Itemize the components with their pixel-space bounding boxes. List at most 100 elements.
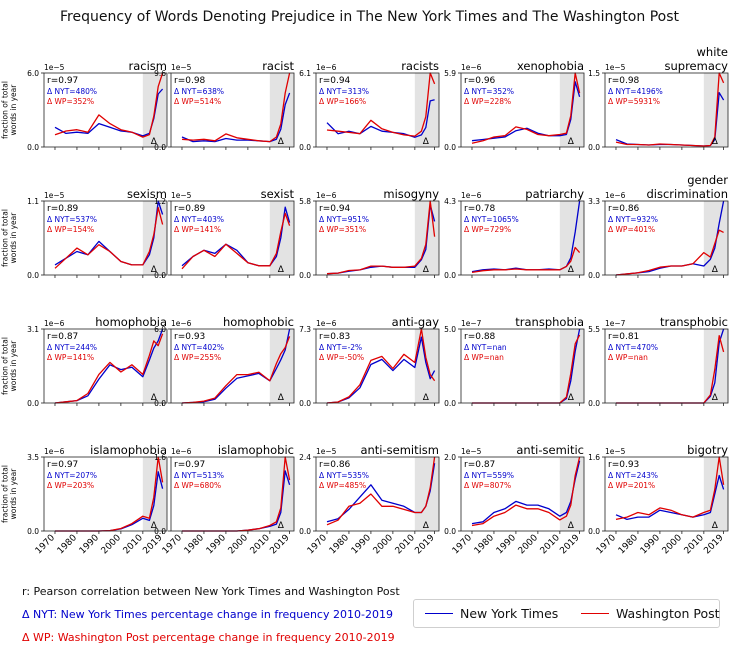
x-tick-label-1990: 1990: [78, 533, 101, 556]
pearson-r-label: r=0.98: [174, 76, 206, 86]
x-tick-label-1990: 1990: [639, 533, 662, 556]
pearson-r-label: r=0.94: [319, 204, 351, 214]
nyt-change-label: Δ NYT=313%: [319, 87, 369, 96]
shade-region: [142, 201, 167, 275]
nyt-change-label: Δ NYT=535%: [319, 471, 369, 480]
series-line-nyt: [326, 336, 436, 404]
series-line-nyt: [471, 81, 581, 142]
x-tick-label-2010: 2010: [683, 533, 706, 556]
nyt-change-label: Δ NYT=403%: [174, 215, 224, 224]
delta-marker: Δ: [568, 521, 575, 531]
subplot-bigotry: 1.6 0.0 1e−5 bigotry r=0.93Δ NYT=243%Δ WP=20…: [588, 443, 729, 556]
y-tick-label-max: 2.0: [444, 453, 456, 462]
y-exponent-label: 1e−5: [461, 447, 482, 456]
plot-frame: [43, 456, 168, 532]
subplot-title: patriarchy: [525, 187, 584, 201]
y-tick-label-zero: 0.0: [154, 399, 166, 408]
wp-change-label: Δ WP=nan: [608, 353, 648, 362]
delta-marker: Δ: [151, 137, 158, 147]
delta-marker: Δ: [151, 265, 158, 275]
x-tick-label-1970: 1970: [306, 533, 329, 556]
x-tick-label-2019: 2019: [558, 533, 581, 556]
y-tick-label-max: 2.4: [299, 453, 311, 462]
plot-frame: [460, 456, 585, 532]
y-tick-label-max: 6.0: [154, 325, 166, 334]
y-tick-label-zero: 0.0: [154, 143, 166, 152]
subplot-title: sexist: [261, 187, 295, 201]
y-exponent-label: 1e−5: [316, 447, 337, 456]
pearson-r-label: r=0.83: [319, 332, 350, 342]
nyt-change-label: Δ NYT=480%: [47, 87, 97, 96]
plot-frame: [604, 456, 729, 532]
x-tick-label-1990: 1990: [205, 533, 228, 556]
x-tick-label-1970: 1970: [34, 533, 57, 556]
wp-change-label: Δ WP=203%: [47, 481, 94, 490]
y-tick-label-zero: 0.0: [444, 271, 456, 280]
y-exponent-label: 1e−6: [605, 191, 626, 200]
series-line-wp: [471, 72, 581, 144]
y-exponent-label: 1e−6: [44, 447, 65, 456]
series-line-wp: [326, 456, 436, 526]
x-tick-label-1980: 1980: [617, 533, 640, 556]
subplot-title: racism: [129, 59, 168, 73]
subplot-title-line2: discrimination: [647, 187, 729, 201]
y-axis-label: fraction of totalwords in year: [1, 81, 19, 139]
shade-region: [269, 73, 294, 147]
wp-change-label: Δ WP=485%: [319, 481, 366, 490]
y-tick-label-zero: 0.0: [299, 527, 311, 536]
y-exponent-label: 1e−5: [171, 63, 192, 72]
footnote-r: r: Pearson correlation between New York …: [22, 585, 400, 598]
delta-marker: Δ: [423, 137, 430, 147]
x-tick-label-1990: 1990: [495, 533, 518, 556]
x-tick-label-1980: 1980: [473, 533, 496, 556]
x-tick-label-2000: 2000: [227, 533, 250, 556]
subplot-xenophobia: 5.9 0.0 1e−6 xenophobia r=0.96Δ NYT=352%Δ WP…: [444, 59, 585, 152]
subplot-title: anti-semitic: [516, 443, 584, 457]
y-tick-label-max: 1.5: [588, 69, 600, 78]
subplot-title-line1: gender: [687, 173, 728, 187]
y-tick-label-max: 6.0: [27, 69, 39, 78]
nyt-change-label: Δ NYT=243%: [608, 471, 658, 480]
wp-change-label: Δ WP=201%: [608, 481, 655, 490]
series-line-wp: [326, 328, 436, 404]
pearson-r-label: r=0.78: [464, 204, 496, 214]
plot-frame: [460, 72, 585, 148]
y-exponent-label: 1e−5: [605, 447, 626, 456]
y-tick-label-zero: 0.0: [154, 527, 166, 536]
nyt-change-label: Δ NYT=nan: [464, 343, 507, 352]
wp-change-label: Δ WP=5931%: [608, 97, 660, 106]
y-tick-label-max: 3.3: [588, 197, 600, 206]
y-exponent-label: 1e−6: [461, 63, 482, 72]
delta-marker: Δ: [712, 265, 719, 275]
subplot-sexist: 1.2 0.0 1e−5 sexist r=0.89Δ NYT=403%Δ WP=141…: [154, 187, 294, 280]
subplot-title: homophobia: [95, 315, 167, 329]
y-tick-label-max: 5.0: [444, 325, 456, 334]
wp-change-label: Δ WP=141%: [47, 353, 94, 362]
x-tick-label-2010: 2010: [249, 533, 272, 556]
legend-label-wp: Washington Post: [616, 606, 720, 621]
shade-region: [703, 201, 728, 275]
wp-change-label: Δ WP=514%: [174, 97, 221, 106]
x-tick-label-2019: 2019: [141, 533, 164, 556]
y-exponent-label: 1e−5: [44, 63, 65, 72]
y-tick-label-zero: 0.0: [588, 271, 600, 280]
series-line-wp: [181, 212, 291, 270]
subplot-title: homophobic: [223, 315, 294, 329]
series-line-wp: [54, 72, 164, 138]
y-axis-label: fraction of totalwords in year: [1, 337, 19, 395]
x-tick-label-2019: 2019: [413, 533, 436, 556]
subplot-title-line2: supremacy: [664, 59, 728, 73]
nyt-change-label: Δ NYT=402%: [174, 343, 224, 352]
delta-marker: Δ: [712, 521, 719, 531]
pearson-r-label: r=0.86: [319, 460, 351, 470]
shade-region: [703, 329, 728, 403]
y-exponent-label: 1e−5: [44, 191, 65, 200]
nyt-change-label: Δ NYT=-2%: [319, 343, 362, 352]
y-exponent-label: 1e−6: [44, 319, 65, 328]
y-tick-label-zero: 0.0: [588, 143, 600, 152]
delta-marker: Δ: [423, 265, 430, 275]
legend-swatch-nyt: [425, 613, 453, 614]
series-line-nyt: [181, 92, 291, 143]
y-exponent-label: 1e−6: [171, 447, 192, 456]
